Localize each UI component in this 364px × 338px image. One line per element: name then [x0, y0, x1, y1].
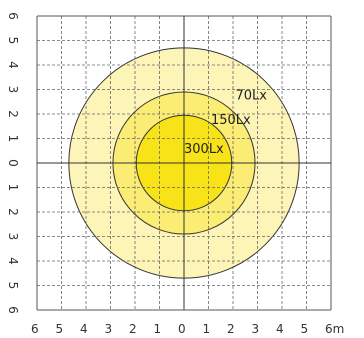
x-tick-label: 3	[105, 322, 113, 336]
y-tick-label: 3	[6, 233, 20, 241]
y-tick-labels: 6 5 4 3 2 1 0 1 2 3 4 5 6	[6, 12, 20, 314]
y-tick-label: 6	[6, 306, 20, 314]
y-tick-label: 1	[6, 184, 20, 192]
x-tick-label: 0	[178, 322, 186, 336]
y-tick-label: 4	[6, 257, 20, 265]
y-tick-label: 2	[6, 110, 20, 118]
zone-labels: 70Lx 150Lx 300Lx	[184, 88, 267, 157]
y-tick-label: 6	[6, 12, 20, 20]
x-tick-label: 5	[56, 322, 64, 336]
x-tick-label: 2	[227, 322, 235, 336]
y-tick-label: 2	[6, 208, 20, 216]
x-tick-label: 1	[203, 322, 211, 336]
y-tick-label: 1	[6, 135, 20, 143]
zone-label-70lx: 70Lx	[235, 88, 267, 103]
x-tick-label: 4	[276, 322, 284, 336]
x-tick-label: 4	[80, 322, 88, 336]
y-tick-label: 4	[6, 61, 20, 69]
center-axes	[37, 16, 331, 310]
y-tick-label: 3	[6, 86, 20, 94]
y-tick-label: 5	[6, 282, 20, 290]
x-tick-label: 1	[154, 322, 162, 336]
zone-label-150lx: 150Lx	[211, 113, 251, 128]
x-tick-labels: 6 5 4 3 2 1 0 1 2 3 4 5 6m	[31, 322, 344, 336]
y-tick-label: 5	[6, 37, 20, 45]
y-tick-label: 0	[6, 159, 20, 167]
x-tick-label: 6m	[325, 322, 344, 336]
zone-label-300lx: 300Lx	[184, 142, 224, 157]
x-tick-label: 2	[129, 322, 137, 336]
x-tick-label: 6	[31, 322, 39, 336]
x-tick-label: 5	[301, 322, 309, 336]
x-tick-label: 3	[252, 322, 260, 336]
